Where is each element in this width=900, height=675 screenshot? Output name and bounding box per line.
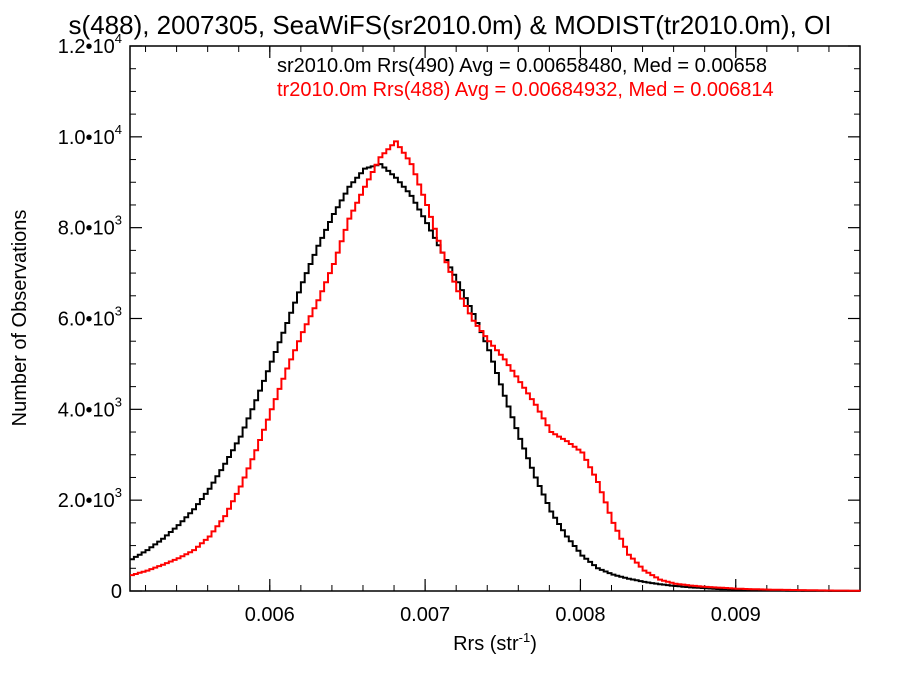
legend-entry-sr2010: sr2010.0m Rrs(490) Avg = 0.00658480, Med…: [277, 55, 767, 77]
y-tick-exponent: 3: [115, 213, 122, 228]
x-tick-label: 0.009: [711, 604, 761, 626]
y-tick-mantissa: 4.0•10: [58, 399, 115, 421]
x-axis-label-main: Rrs (str: [453, 633, 519, 655]
series-line-1: [130, 140, 861, 592]
y-tick-mantissa: 1.2•10: [58, 36, 115, 58]
y-tick-mantissa: 0: [111, 581, 122, 603]
y-tick-label: 4.0•103: [58, 394, 122, 421]
y-axis-ticks: 02.0•1034.0•1036.0•1038.0•1031.0•1041.2•…: [58, 31, 860, 603]
plot-frame: [129, 45, 861, 592]
x-axis-ticks: 0.006 0.007 0.008 0.009: [145, 46, 830, 626]
y-tick-mantissa: 6.0•10: [58, 309, 115, 331]
y-tick-label: 0: [111, 581, 122, 603]
series-layer: [130, 140, 861, 592]
chart-title: s(488), 2007305, SeaWiFS(sr2010.0m) & MO…: [69, 10, 832, 40]
y-tick-exponent: 4: [115, 122, 122, 137]
y-tick-mantissa: 2.0•10: [58, 490, 115, 512]
x-tick-label: 0.007: [400, 604, 450, 626]
y-tick-label: 2.0•103: [58, 485, 122, 512]
y-tick-exponent: 3: [115, 304, 122, 319]
y-tick-exponent: 3: [115, 394, 122, 409]
y-axis-label: Number of Observations: [9, 210, 31, 427]
y-tick-exponent: 3: [115, 485, 122, 500]
legend-entry-tr2010: tr2010.0m Rrs(488) Avg = 0.00684932, Med…: [277, 79, 774, 101]
y-tick-mantissa: 8.0•10: [58, 218, 115, 240]
x-axis-label-sup: -1: [519, 630, 531, 645]
series-line-0: [130, 163, 861, 592]
y-tick-label: 6.0•103: [58, 304, 122, 331]
x-axis-label-close: ): [530, 633, 537, 655]
x-axis-label: Rrs (str-1): [453, 630, 537, 655]
y-tick-label: 8.0•103: [58, 213, 122, 240]
y-tick-label: 1.0•104: [58, 122, 122, 149]
y-tick-label: 1.2•104: [58, 31, 122, 58]
y-tick-exponent: 4: [115, 31, 122, 46]
x-tick-label: 0.006: [245, 604, 295, 626]
y-tick-mantissa: 1.0•10: [58, 127, 115, 149]
x-tick-label: 0.008: [555, 604, 605, 626]
